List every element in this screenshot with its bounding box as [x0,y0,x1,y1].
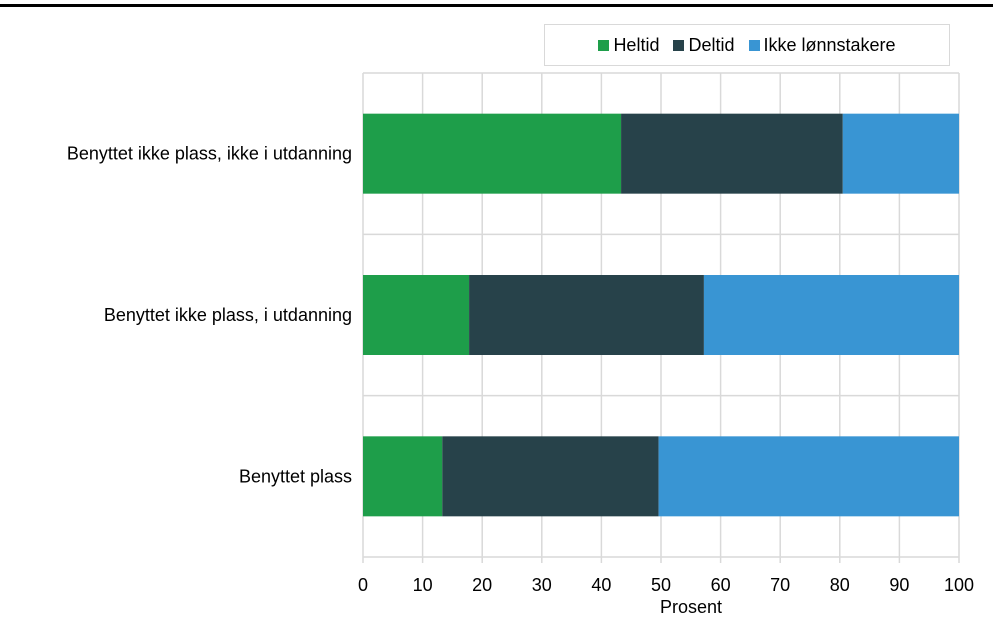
legend-item-heltid: Heltid [598,35,659,56]
category-label-2: Benyttet plass [239,466,352,486]
category-label-0: Benyttet ikke plass, ikke i utdanning [67,144,352,164]
legend-swatch-ikke-lonnstakere [748,39,760,51]
x-tick-label-8: 80 [830,575,850,595]
x-tick-label-6: 60 [711,575,731,595]
legend-swatch-heltid [598,39,610,51]
legend-item-ikke-lonnstakere: Ikke lønnstakere [748,34,896,56]
legend: Heltid Deltid Ikke lønnstakere [544,24,950,66]
bar-2-0 [363,436,443,517]
x-tick-label-10: 100 [944,575,974,595]
x-tick-label-9: 90 [889,575,909,595]
bar-1-1 [469,275,704,355]
bar-0-0 [363,113,622,194]
x-tick-label-7: 70 [770,575,790,595]
legend-item-deltid: Deltid [673,34,735,56]
category-label-1: Benyttet ikke plass, i utdanning [104,305,352,325]
bar-0-1 [621,113,843,194]
x-tick-label-3: 30 [532,575,552,595]
bar-1-0 [363,275,470,355]
top-rule [0,4,993,7]
legend-swatch-deltid [673,39,685,51]
x-tick-label-1: 10 [413,575,433,595]
x-tick-label-4: 40 [591,575,611,595]
x-axis-label: Prosent [660,597,722,617]
bar-2-2 [658,436,959,517]
x-tick-label-2: 20 [472,575,492,595]
legend-label-heltid: Heltid [613,34,660,55]
bar-0-2 [842,113,959,194]
x-tick-label-5: 50 [651,575,671,595]
x-tick-label-0: 0 [358,575,368,595]
legend-label-ikke-lonnstakere: Ikke lønnstakere [763,34,896,55]
bar-1-2 [703,275,959,355]
bar-2-1 [442,436,659,517]
legend-label-deltid: Deltid [688,34,735,55]
